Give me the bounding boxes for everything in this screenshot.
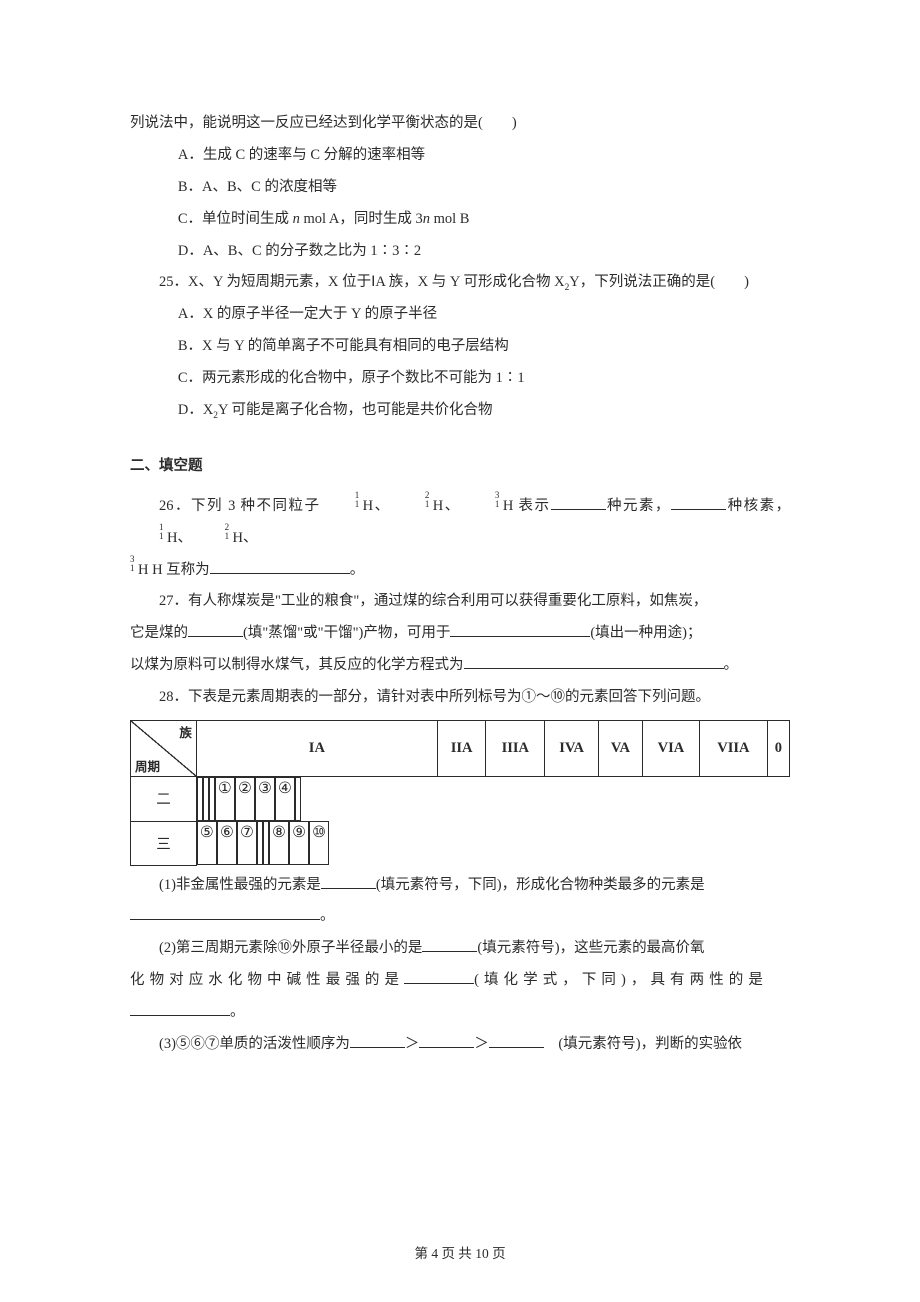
table-header-row: 族 周期 IA IIA IIIA IVA VA VIA VIIA 0 [131, 721, 790, 777]
cell: ⑥ [217, 821, 237, 865]
table-row: 三 ⑤ ⑥ ⑦ ⑧ ⑨ ⑩ [131, 821, 790, 865]
isotope-21h: 21H [396, 491, 443, 523]
italic-n: n [293, 211, 300, 227]
group-header: VA [599, 721, 643, 777]
q28-p3: (3)⑤⑥⑦单质的活泼性顺序为＞＞ (填元素符号)，判断的实验依 [130, 1029, 790, 1061]
cell: ⑧ [269, 821, 289, 865]
q26-line2: 31H H 互称为。 [130, 555, 790, 587]
q25-opt-a: A．X 的原子半径一定大于 Y 的原子半径 [130, 299, 790, 331]
q24-stem: 列说法中，能说明这一反应已经达到化学平衡状态的是( ) [130, 108, 790, 140]
q28-p1: (1)非金属性最强的元素是(填元素符号，下同)，形成化合物种类最多的元素是 [130, 870, 790, 902]
blank [422, 938, 477, 953]
q26-line1: 26．下列 3 种不同粒子 11H、 21H、 31H 表示种元素，种核素， 1… [130, 491, 790, 555]
blank [350, 1033, 405, 1048]
group-header: 0 [767, 721, 789, 777]
blank [188, 623, 243, 638]
blank [210, 559, 350, 574]
isotope-31h: 31H [130, 555, 148, 587]
q27-line1: 27．有人称煤炭是"工业的粮食"，通过煤的综合利用可以获得重要化工原料，如焦炭， [130, 586, 790, 618]
cell: ② [235, 777, 255, 821]
q27-line3: 以煤为原料可以制得水煤气，其反应的化学方程式为。 [130, 650, 790, 682]
cell [295, 777, 301, 821]
group-header: VIA [642, 721, 699, 777]
isotope-11h: 11H [326, 491, 373, 523]
blank [450, 623, 590, 638]
blank [489, 1033, 544, 1048]
diagonal-cell: 族 周期 [131, 721, 196, 776]
isotope-21h: 21H [196, 523, 243, 555]
q24-opt-b: B．A、B、C 的浓度相等 [130, 172, 790, 204]
blank [130, 906, 320, 921]
group-header: IIA [437, 721, 486, 777]
q25-opt-c: C．两元素形成的化合物中，原子个数比不可能为 1∶1 [130, 363, 790, 395]
periodic-table: 族 周期 IA IIA IIIA IVA VA VIA VIIA 0 二 ① ②… [130, 720, 790, 866]
cell: ⑤ [197, 821, 217, 865]
q28-p2b: 化物对应水化物中碱性最强的是(填化学式，下同)，具有两性的是 [130, 965, 790, 997]
group-header: IVA [545, 721, 599, 777]
blank [551, 495, 606, 510]
q25-opt-d: D．X2Y 可能是离子化合物，也可能是共价化合物 [130, 395, 790, 427]
cell: ⑩ [309, 821, 329, 865]
blank [671, 495, 726, 510]
group-header: IIIA [486, 721, 545, 777]
q24-opt-d: D．A、B、C 的分子数之比为 1∶3∶2 [130, 236, 790, 268]
blank [321, 874, 376, 889]
q28-p2c: 。 [130, 997, 790, 1029]
blank [464, 655, 724, 670]
blank [130, 1002, 230, 1017]
q28-p2a: (2)第三周期元素除⑩外原子半径最小的是(填元素符号)，这些元素的最高价氧 [130, 933, 790, 965]
q25-stem: 25．X、Y 为短周期元素，X 位于ⅠA 族，X 与 Y 可形成化合物 X2Y，… [130, 267, 790, 299]
q24-opt-c: C．单位时间生成 n mol A，同时生成 3n mol B [130, 204, 790, 236]
isotope-11h: 11H [130, 523, 177, 555]
group-header: IA [196, 721, 437, 777]
q24-opt-a: A．生成 C 的速率与 C 分解的速率相等 [130, 140, 790, 172]
cell: ⑦ [237, 821, 257, 865]
cell: ④ [275, 777, 295, 821]
group-header: VIIA [700, 721, 768, 777]
q28-p1b: 。 [130, 901, 790, 933]
italic-n: n [423, 211, 430, 227]
page-footer: 第 4 页 共 10 页 [0, 1242, 920, 1262]
blank [404, 970, 474, 985]
cell: ③ [255, 777, 275, 821]
period-label: 二 [131, 777, 197, 822]
table-row: 二 ① ② ③ ④ [131, 777, 790, 822]
section-title-fill: 二、填空题 [130, 451, 790, 483]
cell: ⑨ [289, 821, 309, 865]
blank [419, 1033, 474, 1048]
cell: ① [215, 777, 235, 821]
q28-stem: 28．下表是元素周期表的一部分，请针对表中所列标号为①～⑩的元素回答下列问题。 [130, 682, 790, 714]
q25-opt-b: B．X 与 Y 的简单离子不可能具有相同的电子层结构 [130, 331, 790, 363]
isotope-31h: 31H [466, 491, 513, 523]
period-label: 三 [131, 821, 197, 865]
q27-line2: 它是煤的(填"蒸馏"或"干馏")产物，可用于(填出一种用途)； [130, 618, 790, 650]
